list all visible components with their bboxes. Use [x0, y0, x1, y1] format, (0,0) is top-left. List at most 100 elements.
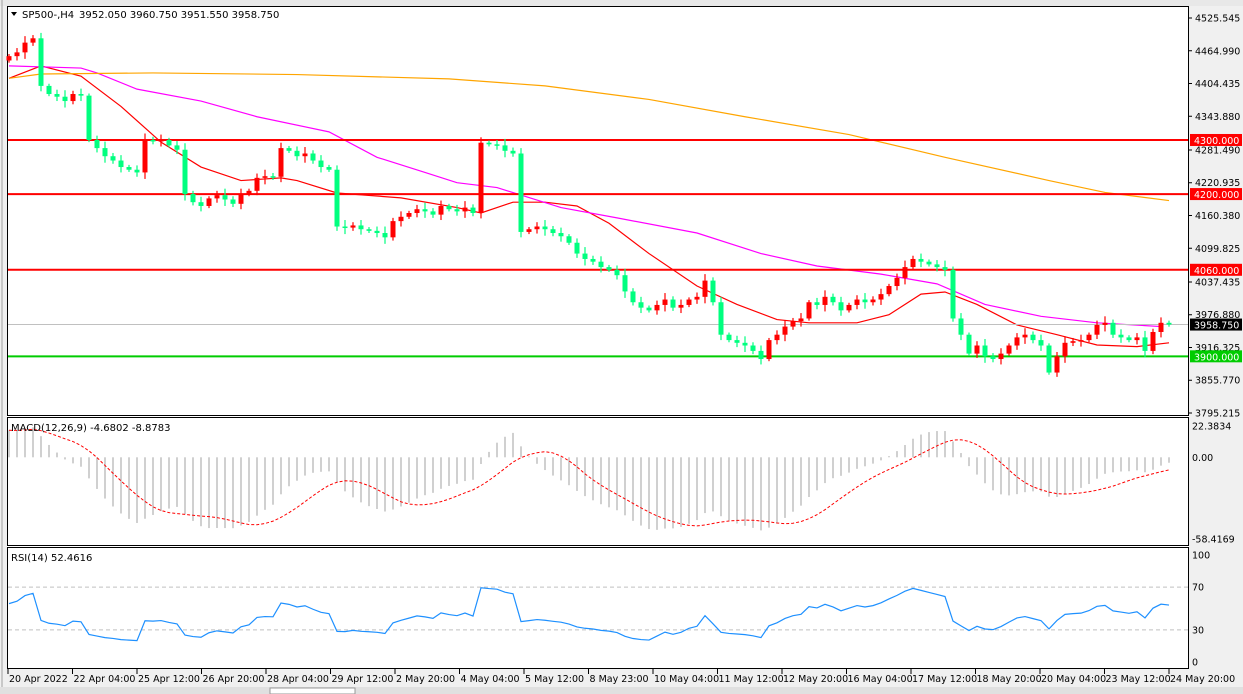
- candle: [614, 265, 620, 280]
- chart-ohlc: 3952.050 3960.750 3951.550 3958.750: [79, 10, 279, 21]
- candle: [958, 313, 964, 341]
- candle: [862, 293, 868, 309]
- macd-tick-label: 0.00: [1192, 453, 1213, 464]
- candle: [510, 147, 516, 157]
- price-tick-label: 4343.880: [1195, 112, 1240, 123]
- candle-body: [126, 167, 132, 170]
- candle-body: [214, 195, 220, 199]
- candle-body: [726, 334, 732, 341]
- chart-tab-active[interactable]: [269, 687, 356, 694]
- price-tick-label: 4220.935: [1195, 178, 1240, 189]
- chart-canvas: [7, 6, 1189, 669]
- candle: [286, 145, 292, 153]
- dropdown-triangle-icon[interactable]: [11, 12, 17, 16]
- candle-body: [838, 302, 844, 311]
- price-tick-label: 4037.435: [1195, 277, 1240, 288]
- candle-body: [398, 216, 404, 222]
- candle: [926, 259, 932, 267]
- candle-body: [854, 299, 860, 305]
- candle-body: [766, 340, 772, 360]
- candle-body: [542, 226, 548, 230]
- candle-body: [1158, 322, 1164, 332]
- candle: [358, 220, 364, 235]
- current-price-badge: [1190, 318, 1242, 331]
- candle-body: [14, 52, 20, 57]
- price-tick-label: 4281.490: [1195, 145, 1240, 156]
- candle-body: [558, 233, 564, 237]
- macd-signal-line: [8, 428, 1170, 527]
- candle-body: [390, 221, 396, 238]
- price-tick-label: 4464.990: [1195, 46, 1240, 57]
- candle: [534, 222, 540, 234]
- candle-body: [294, 150, 300, 157]
- candle: [454, 204, 460, 216]
- candle: [822, 290, 828, 312]
- main-pane: [7, 6, 1189, 416]
- time-tick-label: 28 Apr 04:00: [267, 674, 329, 685]
- candle: [486, 140, 492, 147]
- candle-body: [606, 267, 612, 270]
- candle: [966, 332, 972, 356]
- candle: [70, 90, 76, 105]
- candle-body: [198, 202, 204, 206]
- time-tick-label: 10 May 04:00: [654, 674, 719, 685]
- candle: [790, 317, 796, 330]
- price-tick-label: 4099.825: [1195, 244, 1240, 255]
- candle: [462, 201, 468, 218]
- candle: [366, 227, 372, 234]
- price-tick-label: 4160.380: [1195, 211, 1240, 222]
- candle: [422, 202, 428, 218]
- candle-body: [382, 233, 388, 238]
- resistance-level-badge: [1190, 188, 1242, 201]
- candle: [1142, 330, 1148, 358]
- candle: [302, 147, 308, 163]
- candle-body: [502, 145, 508, 151]
- candle-body: [78, 94, 84, 96]
- price-tick-label: 4404.435: [1195, 79, 1240, 90]
- candle-body: [262, 176, 268, 178]
- candle: [38, 32, 44, 92]
- candle-body: [1126, 337, 1132, 341]
- candle-body: [574, 242, 580, 254]
- candle: [374, 226, 380, 238]
- candle-body: [918, 258, 924, 262]
- candle-body: [86, 95, 92, 140]
- candle-body: [1046, 345, 1052, 373]
- candle: [702, 274, 708, 304]
- support-level-label: 3900.000: [1194, 352, 1239, 363]
- candle: [382, 226, 388, 244]
- candle-body: [1086, 334, 1092, 341]
- candle-body: [270, 176, 276, 178]
- candle: [126, 164, 132, 172]
- price-tick-label: 3976.880: [1195, 310, 1240, 321]
- time-tick-label: 23 May 12:00: [1106, 674, 1171, 685]
- candle: [902, 260, 908, 285]
- candle-body: [1078, 340, 1084, 342]
- candle-body: [1094, 324, 1100, 335]
- candle: [414, 204, 420, 218]
- candle-body: [446, 205, 452, 210]
- candle: [782, 320, 788, 342]
- candle-body: [782, 326, 788, 335]
- candle: [894, 273, 900, 291]
- candle: [278, 142, 284, 183]
- candle-body: [326, 167, 332, 170]
- candle-body: [598, 261, 604, 268]
- candle-body: [470, 207, 476, 214]
- candle-body: [182, 149, 188, 195]
- candle: [150, 136, 156, 145]
- candle: [406, 210, 412, 219]
- candle: [750, 342, 756, 355]
- candle-body: [302, 153, 308, 157]
- candle: [1134, 333, 1140, 345]
- candle: [942, 260, 948, 277]
- candle-body: [510, 150, 516, 154]
- ma-slow-line: [8, 72, 1170, 202]
- candle: [582, 247, 588, 266]
- candle-body: [910, 258, 916, 268]
- candle: [102, 141, 108, 163]
- candle: [694, 292, 700, 304]
- time-tick-label: 5 May 12:00: [525, 674, 584, 685]
- candle-body: [166, 139, 172, 146]
